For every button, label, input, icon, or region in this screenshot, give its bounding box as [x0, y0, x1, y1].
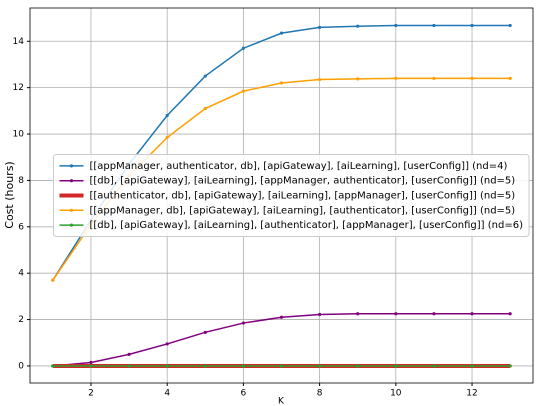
point: [89, 360, 93, 365]
point: [203, 330, 207, 334]
legend-label: [[appManager, authenticator, db], [apiGa…: [89, 161, 507, 172]
point: [470, 23, 474, 28]
point: [127, 352, 131, 356]
plot-frame: [29, 7, 534, 384]
legend-marker: [69, 179, 74, 183]
point: [356, 24, 360, 28]
point: [318, 312, 322, 317]
point: [394, 76, 398, 80]
point: [127, 364, 131, 368]
series-line: [52, 313, 511, 367]
y-tick-label: 10: [13, 130, 25, 140]
legend-label: [[appManager, db], [apiGateway], [aiLear…: [89, 205, 515, 216]
point: [203, 74, 207, 78]
point: [203, 106, 207, 111]
point: [356, 364, 360, 368]
point: [394, 312, 398, 316]
point: [394, 364, 398, 368]
point: [508, 76, 512, 80]
point: [89, 364, 93, 368]
y-tick-label: 4: [18, 269, 24, 279]
point: [432, 23, 436, 28]
point: [279, 315, 284, 319]
x-axis-label: K: [278, 397, 285, 406]
legend: [[appManager, authenticator, db], [apiGa…: [52, 154, 530, 237]
point: [165, 135, 169, 140]
y-tick-label: 12: [13, 83, 24, 93]
x-tick-label: 10: [390, 389, 402, 399]
point: [318, 25, 322, 29]
legend-label: [[db], [apiGateway], [aiLearning], [auth…: [89, 220, 523, 231]
legend-marker: [69, 208, 74, 212]
point: [279, 364, 284, 368]
point: [165, 364, 169, 368]
legend-label: [[db], [apiGateway], [aiLearning], [appM…: [89, 176, 515, 187]
y-tick-label: 8: [18, 176, 24, 186]
point: [165, 342, 169, 346]
point: [241, 364, 245, 368]
legend-marker: [69, 223, 74, 227]
point: [432, 76, 436, 80]
point: [51, 364, 55, 368]
point: [356, 77, 360, 81]
point: [51, 278, 55, 282]
point: [470, 312, 474, 316]
point: [318, 77, 322, 82]
y-tick-label: 0: [18, 361, 24, 371]
point: [241, 46, 245, 50]
y-tick-label: 14: [13, 37, 25, 47]
x-tick-label: 8: [317, 389, 323, 399]
point: [508, 364, 512, 368]
point: [394, 23, 398, 28]
y-tick-label: 6: [18, 222, 24, 232]
point: [508, 23, 512, 28]
point: [432, 364, 436, 368]
point: [470, 364, 474, 368]
series-line: [52, 24, 511, 281]
point: [241, 321, 245, 325]
y-tick-label: 2: [18, 315, 24, 325]
x-tick-label: 2: [88, 389, 94, 399]
legend-box: [52, 154, 530, 237]
x-tick-label: 6: [241, 389, 247, 399]
legend-marker: [69, 164, 74, 168]
point: [279, 81, 284, 85]
x-tick-label: 12: [466, 389, 477, 399]
point: [241, 89, 245, 93]
point: [318, 364, 322, 368]
legend-marker: [69, 193, 74, 198]
point: [279, 31, 284, 35]
point: [508, 312, 512, 316]
point: [470, 76, 474, 80]
point: [432, 312, 436, 316]
point: [203, 364, 207, 368]
point: [356, 312, 360, 316]
y-axis-label: Cost (hours): [3, 161, 16, 228]
point: [165, 113, 169, 118]
x-tick-label: 4: [164, 389, 170, 399]
legend-label: [[authenticator, db], [apiGateway], [aiL…: [89, 191, 515, 202]
